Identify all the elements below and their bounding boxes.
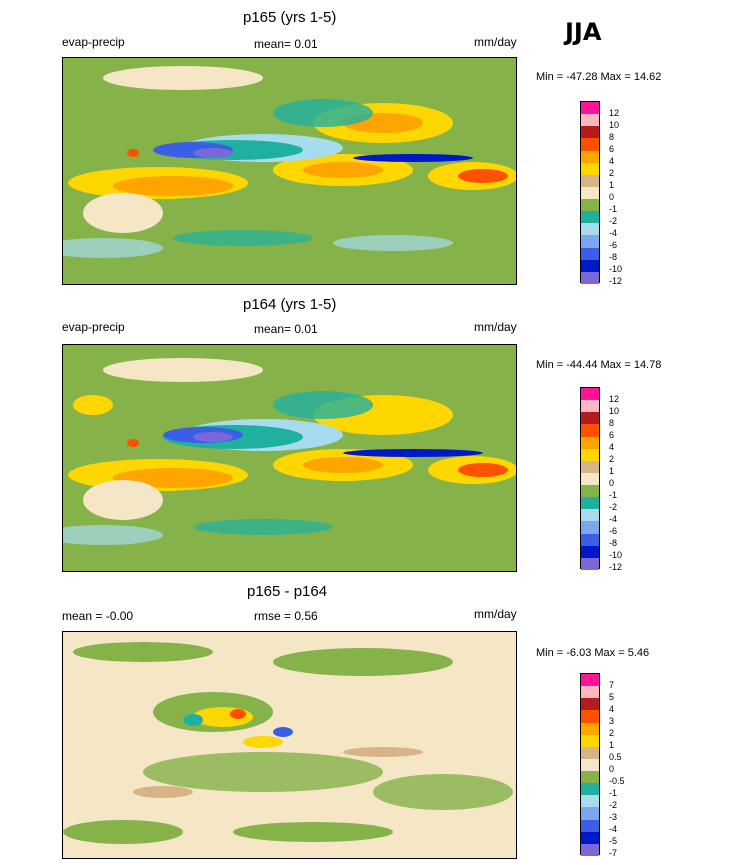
panel2-units: mm/day <box>474 320 517 334</box>
panel1-legend-label-8: 0 <box>609 192 615 202</box>
panel2-legend-label-2: 10 <box>609 406 620 416</box>
panel3-rmse: rmse = 0.56 <box>254 609 318 623</box>
panel2-legend-label-8: 0 <box>609 478 615 488</box>
panel2-legend-label-1: 12 <box>609 394 620 404</box>
panel1-title: p165 (yrs 1-5) <box>243 9 337 26</box>
panel3-minmax: Min = -6.03 Max = 5.46 <box>536 647 650 659</box>
panel1-map <box>62 57 517 285</box>
panel2-legend-label-10: -2 <box>609 502 618 512</box>
panel2-legend-label-12: -6 <box>609 526 618 536</box>
panel3-legend-label-10: -1 <box>609 788 618 798</box>
panel1-legend-label-10: -2 <box>609 216 618 226</box>
panel2-legend-label-9: -1 <box>609 490 618 500</box>
panel2-legend-label-13: -8 <box>609 538 618 548</box>
panel3-legend-label-13: -4 <box>609 824 618 834</box>
panel2-legend-label-6: 2 <box>609 454 615 464</box>
panel1-legend-label-2: 10 <box>609 120 620 130</box>
panel3-title: p165 - p164 <box>247 583 328 600</box>
panel2-title: p164 (yrs 1-5) <box>243 296 337 313</box>
panel3-legend-label-6: 1 <box>609 740 615 750</box>
panel3-legend-label-8: 0 <box>609 764 615 774</box>
panel1-legend-label-1: 12 <box>609 108 620 118</box>
panel2-map-field <box>63 345 516 571</box>
panel1-legend-label-5: 4 <box>609 156 615 166</box>
panel2-legend-label-14: -10 <box>609 550 623 560</box>
panel2-legend-label-3: 8 <box>609 418 615 428</box>
panel1-mean: mean= 0.01 <box>254 37 318 51</box>
panel3-legend-label-5: 2 <box>609 728 615 738</box>
panel1-minmax: Min = -47.28 Max = 14.62 <box>536 71 662 83</box>
panel3-map-field <box>63 632 516 858</box>
panel3-legend-label-7: 0.5 <box>609 752 622 762</box>
panel1-legend-label-6: 2 <box>609 168 615 178</box>
panel3-map <box>62 631 517 859</box>
panel3-legend-label-11: -2 <box>609 800 618 810</box>
panel2-minmax: Min = -44.44 Max = 14.78 <box>536 359 662 371</box>
panel1-legend-label-15: -12 <box>609 276 623 286</box>
panel3-legend-label-14: -5 <box>609 836 618 846</box>
panel2-map <box>62 344 517 572</box>
panel3-legend-label-9: -0.5 <box>609 776 625 786</box>
panel1-legend-label-14: -10 <box>609 264 623 274</box>
panel1-legend-label-7: 1 <box>609 180 615 190</box>
panel3-legend-label-15: -7 <box>609 848 618 858</box>
panel1-variable: evap-precip <box>62 35 125 49</box>
panel2-legend-label-5: 4 <box>609 442 615 452</box>
panel1-units: mm/day <box>474 35 517 49</box>
panel3-units: mm/day <box>474 607 517 621</box>
panel3-legend-label-3: 4 <box>609 704 615 714</box>
panel1-legend-label-12: -6 <box>609 240 618 250</box>
panel2-legend-label-7: 1 <box>609 466 615 476</box>
season-label: JJA <box>565 18 602 46</box>
panel1-legend-label-9: -1 <box>609 204 618 214</box>
panel1-legend-label-3: 8 <box>609 132 615 142</box>
panel3-legend-label-4: 3 <box>609 716 615 726</box>
panel1-legend-label-4: 6 <box>609 144 615 154</box>
panel3-legend-label-12: -3 <box>609 812 618 822</box>
panel3-legend-label-1: 7 <box>609 680 615 690</box>
panel3-colorbar <box>580 673 600 856</box>
panel1-map-field <box>63 58 516 284</box>
panel3-mean: mean = -0.00 <box>62 609 134 623</box>
panel1-colorbar <box>580 101 600 284</box>
panel1-legend-label-13: -8 <box>609 252 618 262</box>
panel2-colorbar <box>580 387 600 570</box>
panel2-legend-label-4: 6 <box>609 430 615 440</box>
panel1-legend-label-11: -4 <box>609 228 618 238</box>
panel2-variable: evap-precip <box>62 320 125 334</box>
panel2-legend-label-11: -4 <box>609 514 618 524</box>
panel2-legend-label-15: -12 <box>609 562 623 572</box>
panel3-legend-label-2: 5 <box>609 692 615 702</box>
panel2-mean: mean= 0.01 <box>254 322 318 336</box>
